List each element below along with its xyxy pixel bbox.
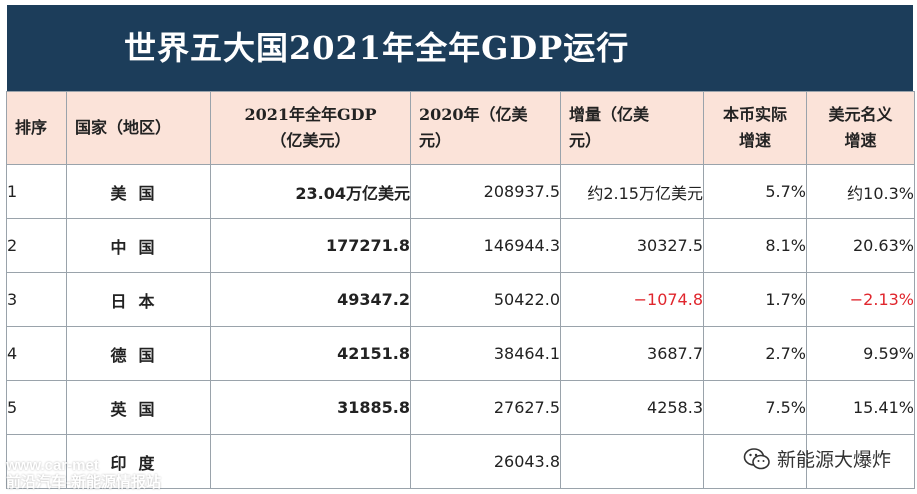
- cell-local-growth: 7.5%: [703, 380, 807, 435]
- table-row-uk: 5 英国 31885.8 27627.5 4258.3 7.5% 15.41%: [6, 380, 915, 435]
- cell-country: 德国: [66, 326, 211, 381]
- header-gdp2020-line2: 元）: [419, 131, 452, 150]
- cell-rank: 2: [6, 218, 67, 273]
- table-row-germany: 4 德国 42151.8 38464.1 3687.7 2.7% 9.59%: [6, 326, 915, 381]
- table-row-japan: 3 日本 49347.2 50422.0 −1074.8 1.7% −2.13%: [6, 272, 915, 327]
- wechat-icon: [743, 447, 770, 469]
- cell-usd-growth: 9.59%: [806, 326, 915, 381]
- cell-increase: 30327.5: [560, 218, 704, 273]
- cell-country: 日本: [66, 272, 211, 327]
- cell-increase: [560, 434, 704, 489]
- header-gdp2021: 2021年全年GDP （亿美元）: [210, 91, 411, 165]
- cell-local-growth: 1.7%: [703, 272, 807, 327]
- table-row-usa: 1 美国 23.04万亿美元 208937.5 约2.15万亿美元 5.7% 约…: [6, 164, 915, 219]
- header-increase-line1: 增量（亿美: [569, 105, 650, 124]
- title-bar: 世界五大国2021年全年GDP运行: [7, 5, 913, 91]
- cell-local-growth: [703, 434, 807, 489]
- cell-local-growth: 2.7%: [703, 326, 807, 381]
- cell-usd-growth: 15.41%: [806, 380, 915, 435]
- header-increase: 增量（亿美 元）: [560, 91, 704, 165]
- cell-gdp2021: [210, 434, 411, 489]
- watermark-account-name: 新能源大爆炸: [776, 449, 891, 471]
- header-gdp2021-line2: （亿美元）: [270, 131, 351, 150]
- watermark-site: www.car-met 前沿汽车-新能源情报站: [6, 457, 161, 491]
- gdp-table: 排序 国家（地区） 2021年全年GDP （亿美元） 2020年（亿美 元） 增…: [6, 91, 915, 489]
- cell-gdp2020: 146944.3: [410, 218, 561, 273]
- cell-rank: [6, 434, 67, 489]
- header-gdp2020-line1: 2020年（亿美: [419, 105, 528, 124]
- cell-increase: 3687.7: [560, 326, 704, 381]
- cell-usd-growth: [806, 434, 915, 489]
- cell-local-growth: 8.1%: [703, 218, 807, 273]
- cell-gdp2020: 38464.1: [410, 326, 561, 381]
- watermark-site-url: www.car-met: [6, 457, 99, 474]
- cell-gdp2021: 31885.8: [210, 380, 411, 435]
- header-usd-growth: 美元名义 增速: [806, 91, 915, 165]
- watermark-site-name: 前沿汽车-新能源情报站: [6, 474, 161, 491]
- header-gdp2021-line1: 2021年全年GDP: [244, 105, 377, 124]
- page-title: 世界五大国2021年全年GDP运行: [124, 29, 630, 67]
- cell-rank: 3: [6, 272, 67, 327]
- header-country: 国家（地区）: [66, 91, 211, 165]
- header-usd-growth-line2: 增速: [844, 131, 877, 150]
- cell-gdp2020: 26043.8: [410, 434, 561, 489]
- cell-gdp2021: 23.04万亿美元: [210, 164, 411, 219]
- table-row-china: 2 中国 177271.8 146944.3 30327.5 8.1% 20.6…: [6, 218, 915, 273]
- cell-gdp2021: 177271.8: [210, 218, 411, 273]
- cell-gdp2020: 50422.0: [410, 272, 561, 327]
- header-usd-growth-line1: 美元名义: [828, 105, 893, 124]
- cell-country: 印度: [66, 434, 211, 489]
- header-local-growth-line1: 本币实际: [722, 105, 787, 124]
- cell-country: 美国: [66, 164, 211, 219]
- cell-rank: 4: [6, 326, 67, 381]
- cell-gdp2021: 42151.8: [210, 326, 411, 381]
- header-local-growth-line2: 增速: [738, 131, 771, 150]
- header-increase-line2: 元）: [569, 131, 602, 150]
- cell-gdp2020: 27627.5: [410, 380, 561, 435]
- cell-rank: 5: [6, 380, 67, 435]
- cell-usd-growth-negative: −2.13%: [806, 272, 915, 327]
- header-row: 排序 国家（地区） 2021年全年GDP （亿美元） 2020年（亿美 元） 增…: [6, 91, 915, 165]
- cell-gdp2020: 208937.5: [410, 164, 561, 219]
- header-rank: 排序: [6, 91, 67, 165]
- table-row-india: 印度 26043.8: [6, 434, 915, 489]
- cell-rank: 1: [6, 164, 67, 219]
- cell-gdp2021: 49347.2: [210, 272, 411, 327]
- cell-country: 中国: [66, 218, 211, 273]
- watermark-account: 新能源大爆炸: [743, 445, 891, 472]
- cell-increase-negative: −1074.8: [560, 272, 704, 327]
- header-local-growth: 本币实际 增速: [703, 91, 807, 165]
- header-gdp2020: 2020年（亿美 元）: [410, 91, 561, 165]
- cell-usd-growth: 20.63%: [806, 218, 915, 273]
- cell-local-growth: 5.7%: [703, 164, 807, 219]
- cell-usd-growth: 约10.3%: [806, 164, 915, 219]
- cell-increase: 4258.3: [560, 380, 704, 435]
- cell-country: 英国: [66, 380, 211, 435]
- cell-increase: 约2.15万亿美元: [560, 164, 704, 219]
